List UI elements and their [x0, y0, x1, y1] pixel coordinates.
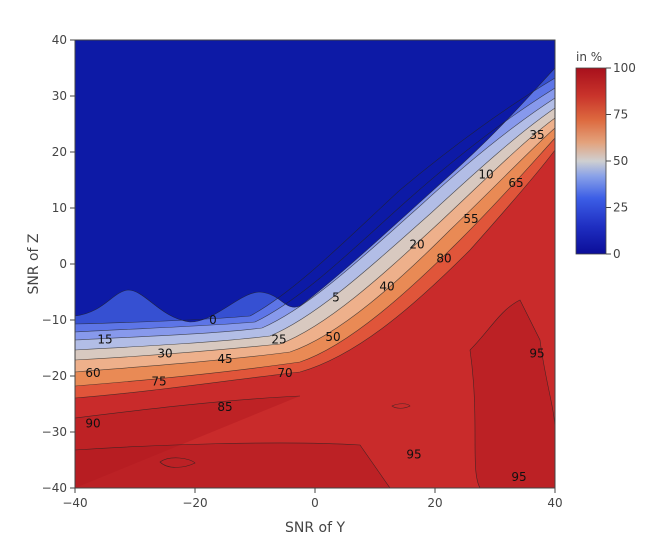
- x-axis-title: SNR of Y: [285, 520, 345, 536]
- contour-label: 15: [97, 333, 112, 347]
- y-tick-label: 0: [59, 257, 67, 271]
- x-tick-label: 0: [311, 496, 319, 510]
- y-tick-label: −40: [42, 481, 67, 495]
- y-tick-label: −10: [42, 313, 67, 327]
- contour-label: 70: [277, 366, 292, 380]
- contour-label: 95: [406, 447, 421, 461]
- y-tick-label: 40: [52, 33, 67, 47]
- colorbar-ticks: 100 75 50 25 0: [606, 61, 636, 261]
- contour-label: 20: [409, 237, 424, 251]
- contour-label: 85: [217, 400, 232, 414]
- x-tick-label: −20: [182, 496, 207, 510]
- contour-label: 30: [157, 347, 172, 361]
- contour-label: 10: [478, 167, 493, 181]
- contour-label: 75: [151, 375, 166, 389]
- contour-labels: 0 5 10 15 20 25 30 35 40 45 50 55 60 65 70 75 80 85 90 95 95…: [85, 128, 544, 484]
- colorbar-tick-label: 100: [613, 61, 636, 75]
- contour-label: 95: [511, 470, 526, 484]
- x-tick-label: 40: [547, 496, 562, 510]
- y-axis: 40 30 20 10 0 −10 −20 −30 −40: [42, 33, 75, 495]
- contour-label: 45: [217, 352, 232, 366]
- colorbar-tick-label: 75: [613, 108, 628, 122]
- contour-label: 0: [209, 313, 217, 327]
- contour-label: 25: [271, 333, 286, 347]
- contour-label: 95: [529, 347, 544, 361]
- contour-label: 40: [379, 279, 394, 293]
- colorbar-title: in %: [576, 50, 602, 64]
- y-tick-label: 20: [52, 145, 67, 159]
- colorbar-gradient: [575, 67, 607, 255]
- contour-label: 80: [436, 251, 451, 265]
- x-axis: −40 −20 0 20 40: [62, 488, 563, 510]
- region-95-right: [470, 300, 555, 488]
- y-tick-label: −30: [42, 425, 67, 439]
- y-tick-label: −20: [42, 369, 67, 383]
- contour-label: 65: [508, 176, 523, 190]
- x-tick-label: 20: [427, 496, 442, 510]
- contour-lines: [75, 67, 555, 488]
- contour-label: 50: [325, 330, 340, 344]
- y-tick-label: 10: [52, 201, 67, 215]
- colorbar: in % 100 75 50 25 0: [575, 50, 636, 261]
- x-tick-label: −40: [62, 496, 87, 510]
- y-axis-title: SNR of Z: [26, 233, 42, 294]
- region-low: [75, 40, 555, 322]
- colorbar-tick-label: 25: [613, 201, 628, 215]
- y-tick-label: 30: [52, 89, 67, 103]
- contour-label: 5: [332, 291, 340, 305]
- plot-area: [75, 40, 555, 488]
- contour-label: 90: [85, 417, 100, 431]
- contour-label: 60: [85, 366, 100, 380]
- contour-label: 35: [529, 128, 544, 142]
- colorbar-tick-label: 0: [613, 247, 621, 261]
- colorbar-tick-label: 50: [613, 154, 628, 168]
- region-95-lower: [75, 442, 390, 488]
- contour-label: 55: [463, 212, 478, 226]
